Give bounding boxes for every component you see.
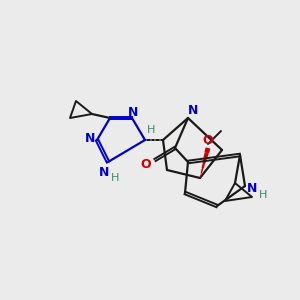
Text: H: H: [259, 190, 267, 200]
Text: H: H: [147, 125, 155, 135]
Text: N: N: [188, 103, 198, 116]
Text: H: H: [111, 173, 119, 183]
Text: O: O: [203, 134, 213, 148]
Text: O: O: [141, 158, 151, 170]
Text: N: N: [128, 106, 138, 118]
Text: N: N: [85, 131, 95, 145]
Text: N: N: [247, 182, 257, 194]
Text: N: N: [99, 166, 109, 178]
